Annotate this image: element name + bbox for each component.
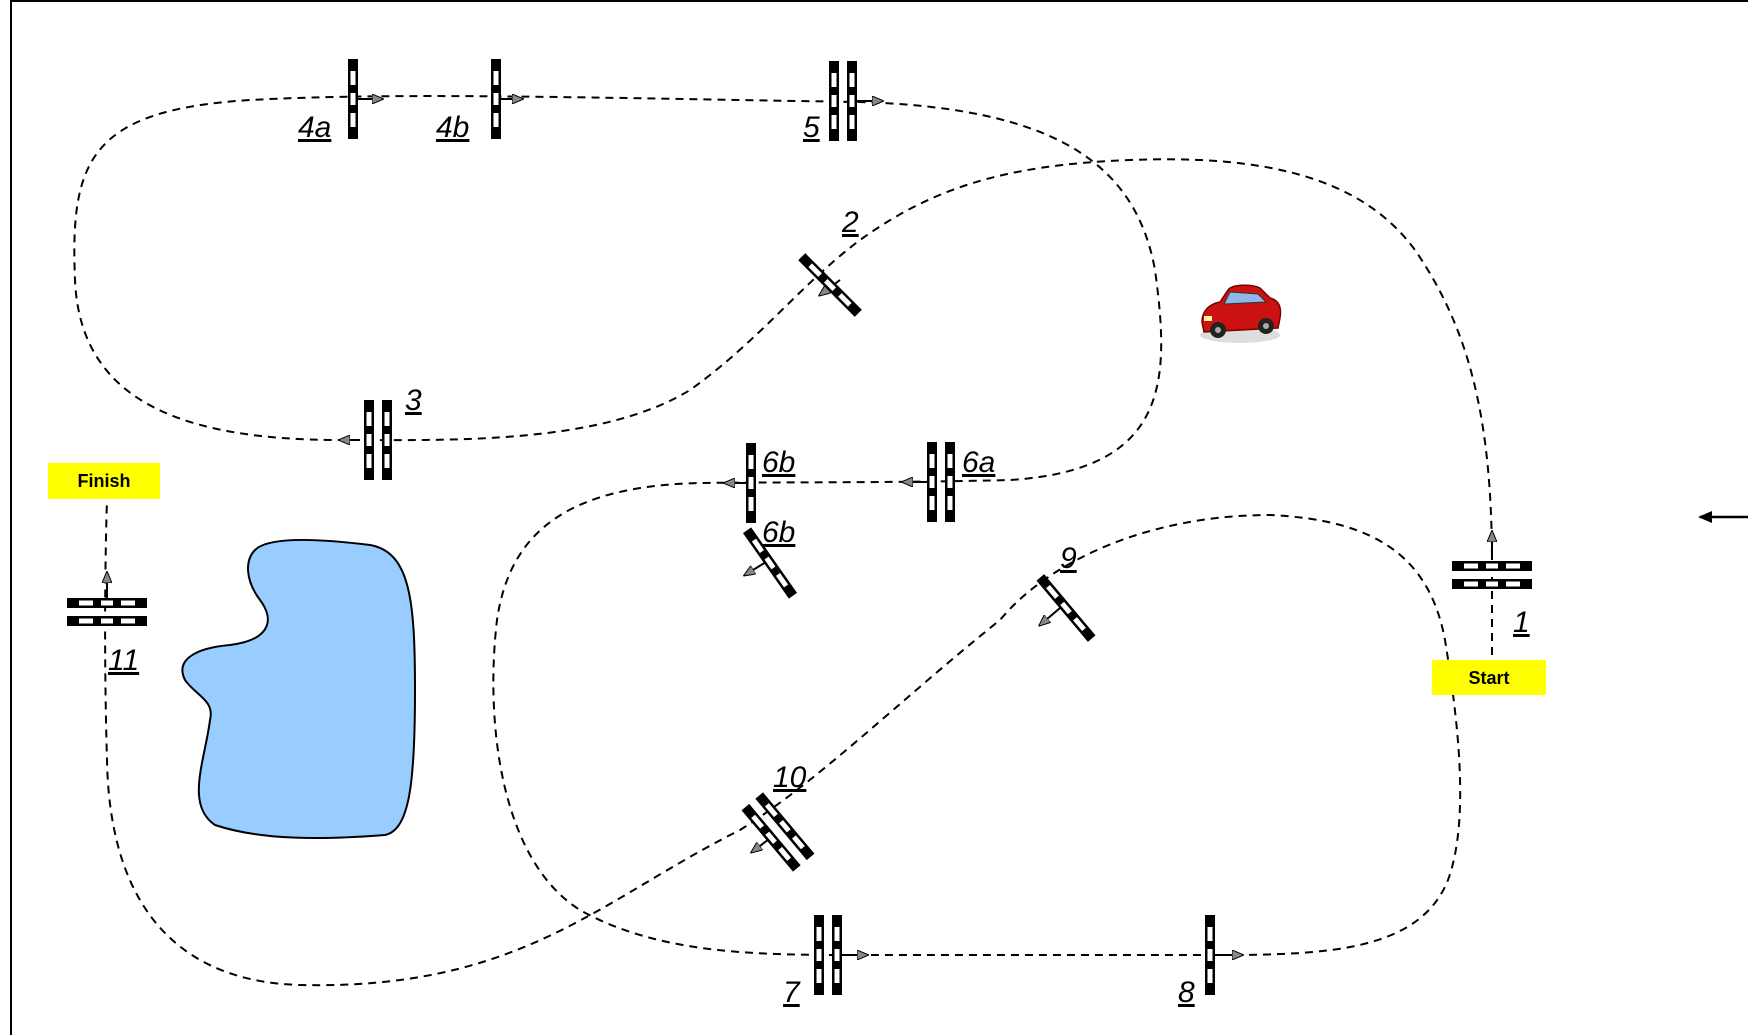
svg-text:Finish: Finish (78, 471, 131, 491)
gate-label-3: 3 (405, 384, 422, 417)
gate-label-6a: 6a (962, 446, 995, 479)
gate-4b (491, 59, 501, 139)
route-path (73, 95, 1493, 987)
gate-9 (1036, 574, 1096, 642)
gate-7 (814, 915, 842, 995)
gate-label-6b-bottom: 6b (762, 516, 795, 549)
gate-label-10: 10 (773, 761, 807, 794)
finish-tag: Finish (48, 463, 160, 499)
gate-2 (798, 253, 862, 317)
svg-text:Start: Start (1468, 668, 1509, 688)
gate-label-7: 7 (783, 976, 801, 1009)
gate-label-11: 11 (108, 644, 139, 677)
gate-6b-top (746, 443, 756, 523)
gate-11 (67, 598, 147, 626)
gate-5 (829, 61, 857, 141)
gate-label-1: 1 (1513, 606, 1530, 639)
gate-1 (1452, 561, 1532, 589)
gate-label-4a: 4a (298, 111, 331, 144)
lake (181, 539, 417, 839)
gate-8 (1205, 915, 1215, 995)
gate-label-8: 8 (1178, 976, 1195, 1009)
gate-label-2: 2 (841, 206, 859, 239)
gate-3 (364, 400, 392, 480)
gate-label-5: 5 (803, 111, 820, 144)
car-icon (1200, 284, 1282, 343)
gate-4a (348, 59, 358, 139)
gate-label-9: 9 (1060, 542, 1077, 575)
gate-label-6b-top: 6b (762, 446, 795, 479)
gate-label-4b: 4b (436, 111, 469, 144)
start-tag: Start (1432, 660, 1546, 695)
page-border (10, 0, 1748, 1035)
